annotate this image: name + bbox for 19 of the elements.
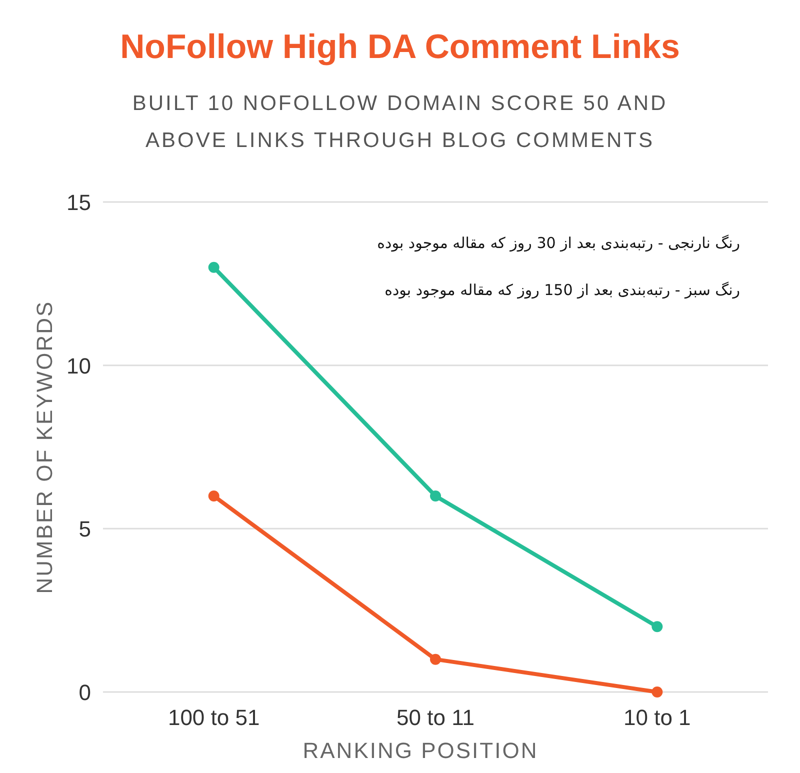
point bbox=[652, 686, 663, 698]
chart-title: NoFollow High DA Comment Links bbox=[120, 28, 680, 66]
x-tick-label: 100 to 51 bbox=[168, 705, 260, 730]
annotation: رنگ سبز - رتبه‌بندی بعد از 150 روز که مقاله موجود بوده bbox=[384, 281, 740, 299]
point bbox=[208, 262, 220, 273]
x-tick-label: 50 to 11 bbox=[396, 705, 474, 730]
x-axis-title: RANKING POSITION bbox=[302, 738, 538, 763]
y-axis-title: NUMBER OF KEYWORDS bbox=[32, 300, 57, 594]
annotation: رنگ نارنجی - رتبه‌بندی بعد از 30 روز که مقاله موجود بوده bbox=[377, 234, 740, 252]
y-tick-label: 10 bbox=[66, 353, 91, 378]
y-tick-label: 0 bbox=[78, 680, 91, 705]
point bbox=[430, 654, 441, 665]
point bbox=[652, 621, 663, 632]
point bbox=[208, 490, 220, 502]
y-tick-label: 15 bbox=[66, 190, 91, 215]
y-tick-label: 5 bbox=[78, 516, 91, 542]
point bbox=[430, 490, 441, 502]
x-tick-label: 10 to 1 bbox=[624, 705, 691, 730]
chart-subtitle: BUILT 10 NOFOLLOW DOMAIN SCORE 50 AND ABOVE LINKS THROUGH BLOG COMMENTS bbox=[132, 92, 668, 152]
